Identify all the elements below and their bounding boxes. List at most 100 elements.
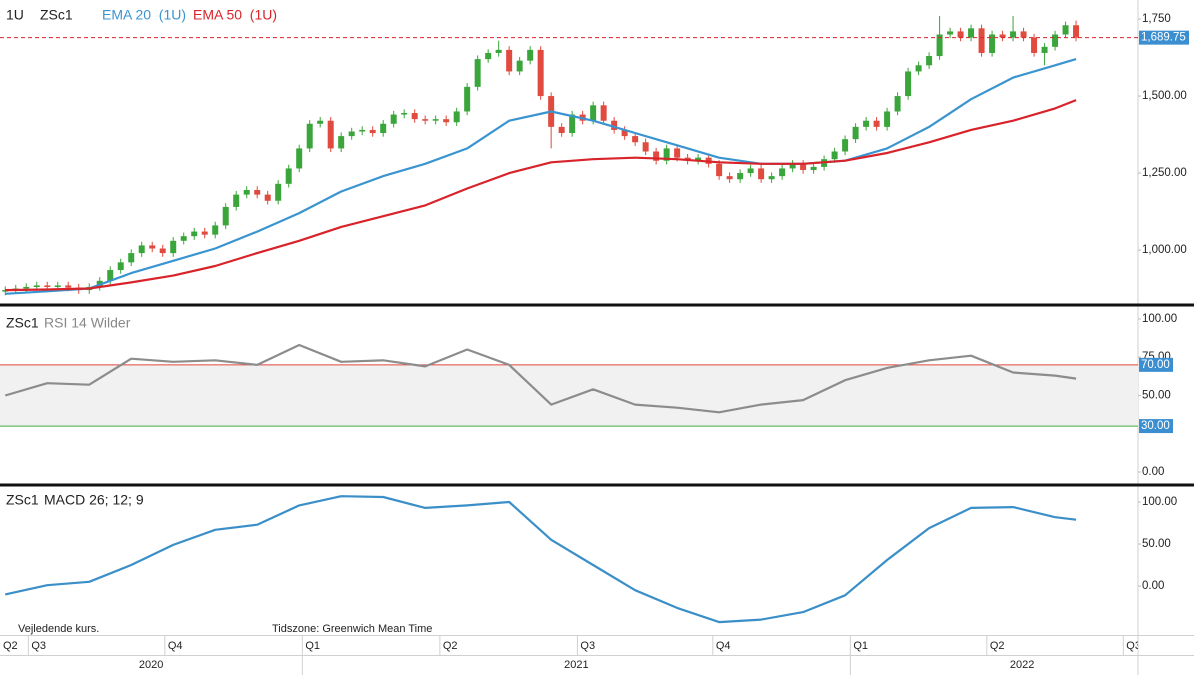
candle-body: [264, 194, 271, 201]
x-axis: Q2 Q3 Q4 Q1 Q2 Q3 Q4 Q1 Q2 Q3: [3, 636, 1141, 655]
candle-body: [44, 285, 51, 287]
x-tick-label: Q4: [716, 640, 731, 652]
candle-body: [359, 129, 366, 132]
candle-body: [789, 163, 796, 169]
candle-body: [243, 189, 250, 195]
candle-body: [737, 173, 744, 180]
candle-body: [107, 270, 114, 281]
level-label: 70.00: [1141, 359, 1170, 371]
x-tick-label: Q4: [168, 640, 183, 652]
candle-body: [831, 151, 838, 160]
candle-body: [758, 168, 765, 180]
candle-body: [390, 114, 397, 124]
candle-body: [254, 189, 261, 195]
symbol: ZSc1: [6, 315, 39, 331]
x-tick-label: Q2: [443, 640, 458, 652]
candle-body: [1073, 25, 1080, 38]
candle-body: [495, 49, 502, 53]
last-price-label: 1,689.75: [1141, 32, 1186, 44]
legend-entry: EMA 50 (1U): [193, 7, 277, 23]
indicator-title: MACD 26; 12; 9: [44, 492, 144, 508]
candle-body: [54, 285, 61, 287]
y-tick-label: 1,500.00: [1142, 90, 1187, 102]
candle-body: [432, 119, 439, 121]
candle-body: [1010, 31, 1017, 38]
candle-body: [170, 240, 177, 254]
footer-note: Vejledende kurs.: [18, 623, 99, 635]
candle-body: [516, 60, 523, 72]
candle-body: [779, 168, 786, 177]
candle-body: [1052, 34, 1059, 47]
candle-body: [873, 120, 880, 127]
y-tick-label: 100.00: [1142, 313, 1177, 325]
candle-body: [747, 168, 754, 174]
y-tick-label: 0.00: [1142, 580, 1164, 592]
candle-body: [905, 71, 912, 97]
x-tick-label: Q3: [580, 640, 595, 652]
candle-body: [306, 123, 313, 149]
candle-body: [296, 148, 303, 169]
candle-body: [852, 126, 859, 140]
indicator-title: RSI 14 Wilder: [44, 315, 131, 331]
candle-body: [380, 123, 387, 134]
candle-body: [527, 49, 534, 61]
level-box: [1139, 419, 1173, 434]
candle-body: [485, 52, 492, 60]
y-tick-label: 1,750: [1142, 13, 1171, 25]
candle-body: [884, 111, 891, 127]
candle-body: [632, 136, 639, 143]
candle-body: [537, 49, 544, 97]
candle-body: [222, 206, 229, 226]
y-tick-label: 50.00: [1142, 389, 1171, 401]
candle-body: [936, 34, 943, 57]
candle-body: [180, 236, 187, 241]
candle-body: [947, 31, 954, 35]
candle-body: [212, 225, 219, 235]
level-band: [0, 364, 1138, 427]
candle-body: [569, 114, 576, 134]
candle-body: [915, 65, 922, 72]
x-tick-label: Q3: [1126, 640, 1141, 652]
candle-body: [810, 166, 817, 170]
candle-body: [422, 119, 429, 121]
candle-body: [128, 253, 135, 263]
candle-body: [401, 113, 408, 115]
candle-body: [978, 28, 985, 53]
candle-body: [327, 120, 334, 149]
candle-body: [1062, 25, 1069, 35]
candle-body: [558, 126, 565, 134]
y-tick-label: 1,250.00: [1142, 167, 1187, 179]
candle-body: [474, 59, 481, 87]
candle-body: [443, 119, 450, 123]
interval: 1U: [6, 7, 24, 23]
candle-body: [642, 142, 649, 152]
x-tick-label: Q1: [305, 640, 320, 652]
candle-body: [716, 163, 723, 177]
candle-body: [989, 34, 996, 53]
candle-body: [317, 120, 324, 124]
candle-body: [233, 194, 240, 207]
level-box: [1139, 357, 1173, 372]
candle-body: [464, 86, 471, 112]
indicator-line: [5, 99, 1077, 292]
candle-body: [348, 131, 355, 137]
symbol: ZSc1: [40, 7, 73, 23]
candle-body: [957, 31, 964, 38]
candle-body: [201, 231, 208, 235]
year-label: 2022: [1010, 659, 1034, 671]
candle-body: [23, 286, 30, 289]
candle-body: [1031, 37, 1038, 53]
candle-body: [999, 34, 1006, 38]
candle-body: [411, 113, 418, 120]
candle-body: [285, 168, 292, 184]
candle-body: [159, 248, 166, 254]
candle-body: [453, 111, 460, 123]
candle-body: [275, 183, 282, 201]
last-price-box: [1139, 30, 1189, 45]
candle-body: [191, 231, 198, 237]
candle-body: [65, 285, 72, 288]
candle-body: [653, 151, 660, 161]
candle-body: [33, 285, 40, 287]
